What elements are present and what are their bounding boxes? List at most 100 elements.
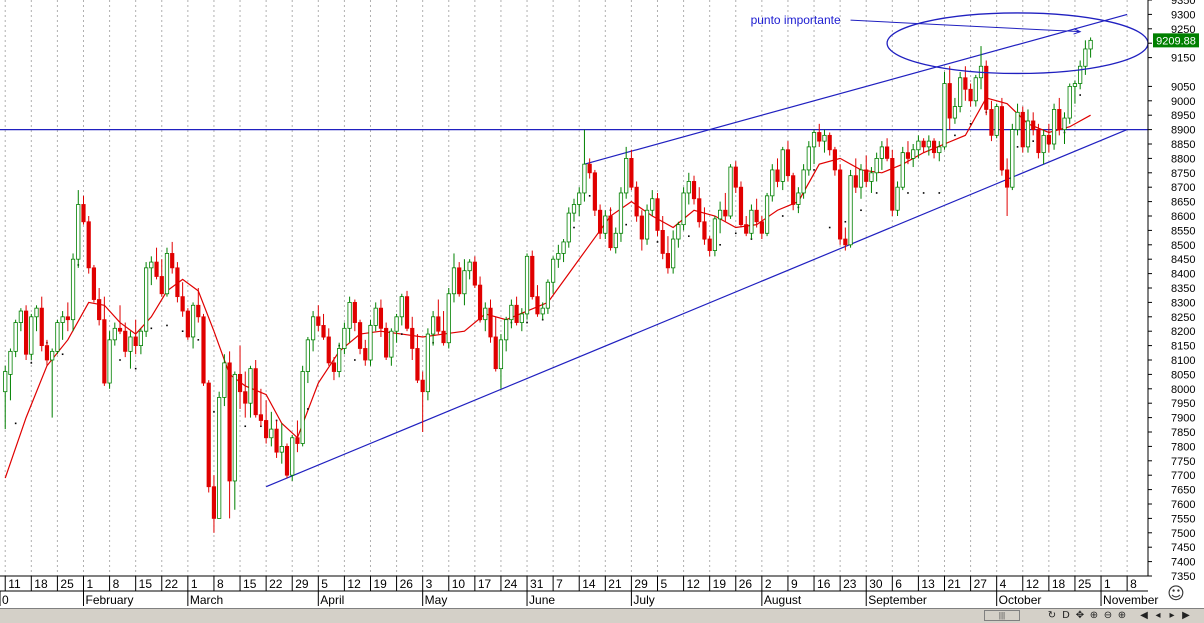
candle-body <box>123 330 128 352</box>
day-tick-label: 27 <box>974 577 988 591</box>
candle-body <box>149 261 154 269</box>
candle-body <box>467 261 472 272</box>
dot-marker <box>938 192 941 194</box>
day-tick-label: 3 <box>426 577 433 591</box>
candle-body <box>618 192 624 234</box>
price-tick-label: 8300 <box>1171 297 1195 309</box>
candle-body <box>389 330 394 358</box>
dot-marker <box>688 235 690 237</box>
candle-body <box>1031 120 1036 130</box>
candle-body <box>556 253 561 260</box>
candle-body <box>1041 134 1046 154</box>
candle-body <box>1057 109 1062 131</box>
price-tick-label: 7800 <box>1171 441 1195 453</box>
price-tick-label: 7450 <box>1171 542 1195 554</box>
candle-body <box>133 336 138 346</box>
dot-marker <box>213 411 215 413</box>
candle-body <box>603 215 608 234</box>
day-tick-label: 12 <box>347 577 361 591</box>
month-label: August <box>764 593 802 607</box>
candle-body <box>984 65 989 110</box>
scroll-thumb[interactable]: ||| <box>984 610 1020 621</box>
zoom-fit-icon[interactable]: ⊕ <box>1117 610 1127 621</box>
zoom-out-icon[interactable]: ⊖ <box>1103 610 1113 621</box>
range-icon[interactable]: D <box>1062 610 1070 621</box>
candle-body <box>144 267 149 332</box>
candle-body <box>780 149 785 182</box>
candle-body <box>446 293 451 344</box>
day-tick-label: 12 <box>687 577 701 591</box>
candle-body <box>23 310 29 355</box>
scroll-left-icon[interactable]: ◂ <box>1155 610 1161 621</box>
pan-icon[interactable]: ✥ <box>1075 610 1085 621</box>
day-tick-label: 5 <box>660 577 667 591</box>
dot-marker <box>860 209 862 212</box>
dot-marker <box>844 220 847 223</box>
candle-body <box>900 152 905 188</box>
scroll-start-icon[interactable]: ◀ <box>1140 610 1148 621</box>
price-tick-label: 7950 <box>1171 398 1195 410</box>
month-label: February <box>85 593 133 607</box>
dot-marker <box>119 359 121 361</box>
day-tick-label: 29 <box>295 577 309 591</box>
dot-marker <box>30 362 33 364</box>
candle-body <box>425 333 430 393</box>
month-label: April <box>320 593 344 607</box>
candle-body <box>217 397 222 519</box>
candle-body <box>571 204 577 214</box>
candle-body <box>608 215 613 249</box>
zoom-in-icon[interactable]: ⊕ <box>1089 610 1099 621</box>
month-label: October <box>999 593 1042 607</box>
price-axis: 7350 7400 7450 7500 7550 7600 7650 7700 7750 7800… <box>1147 0 1199 583</box>
candle-body <box>504 319 509 341</box>
candle-body <box>874 157 879 174</box>
candle-body <box>1025 120 1031 148</box>
candle-body <box>404 296 410 329</box>
price-tick-label: 8400 <box>1171 269 1195 281</box>
dot-marker <box>781 215 784 217</box>
candle-body <box>931 140 937 154</box>
candle-body <box>1036 129 1041 154</box>
candle-body <box>1083 48 1088 67</box>
candle-body <box>514 304 519 323</box>
price-tick-label: 7650 <box>1171 485 1195 497</box>
dot-marker <box>61 353 64 356</box>
candle-body <box>697 198 702 223</box>
price-tick-label: 9150 <box>1171 53 1195 65</box>
candle-body <box>112 327 117 341</box>
scroll-end-icon[interactable]: ▶ <box>1182 610 1190 621</box>
candle-body <box>994 106 999 136</box>
price-tick-label: 8100 <box>1171 355 1195 367</box>
candle-body <box>785 149 791 177</box>
candle-body <box>764 195 770 234</box>
candle-body <box>707 238 712 251</box>
day-tick-label: 1 <box>191 577 198 591</box>
candle-body <box>457 267 462 295</box>
dot-marker <box>166 324 168 327</box>
candle-body <box>18 310 23 323</box>
price-tick-label: 7850 <box>1171 427 1195 439</box>
candle-body <box>253 368 258 416</box>
candle-body <box>973 77 978 102</box>
candle-body <box>718 209 723 220</box>
candle-body <box>811 132 817 148</box>
candle-body <box>968 88 973 102</box>
dot-marker <box>719 244 721 246</box>
candle-body <box>264 420 269 439</box>
candle-body <box>498 339 504 370</box>
dot-marker <box>134 367 137 370</box>
candle-body <box>592 172 597 211</box>
cycle-icon[interactable]: ↻ <box>1047 610 1057 621</box>
candle-body <box>561 241 566 254</box>
day-tick-label: 18 <box>34 577 48 591</box>
dot-marker <box>656 241 659 243</box>
candle-body <box>665 253 671 269</box>
candle-body <box>394 316 399 332</box>
day-tick-label: 15 <box>139 577 153 591</box>
scroll-right-icon[interactable]: ▸ <box>1169 610 1175 621</box>
candle-body <box>723 209 728 217</box>
smiley-icon[interactable]: ☺ <box>1167 584 1185 604</box>
day-tick-label: 10 <box>452 577 466 591</box>
candle-body <box>879 146 884 159</box>
candle-body <box>926 140 931 148</box>
